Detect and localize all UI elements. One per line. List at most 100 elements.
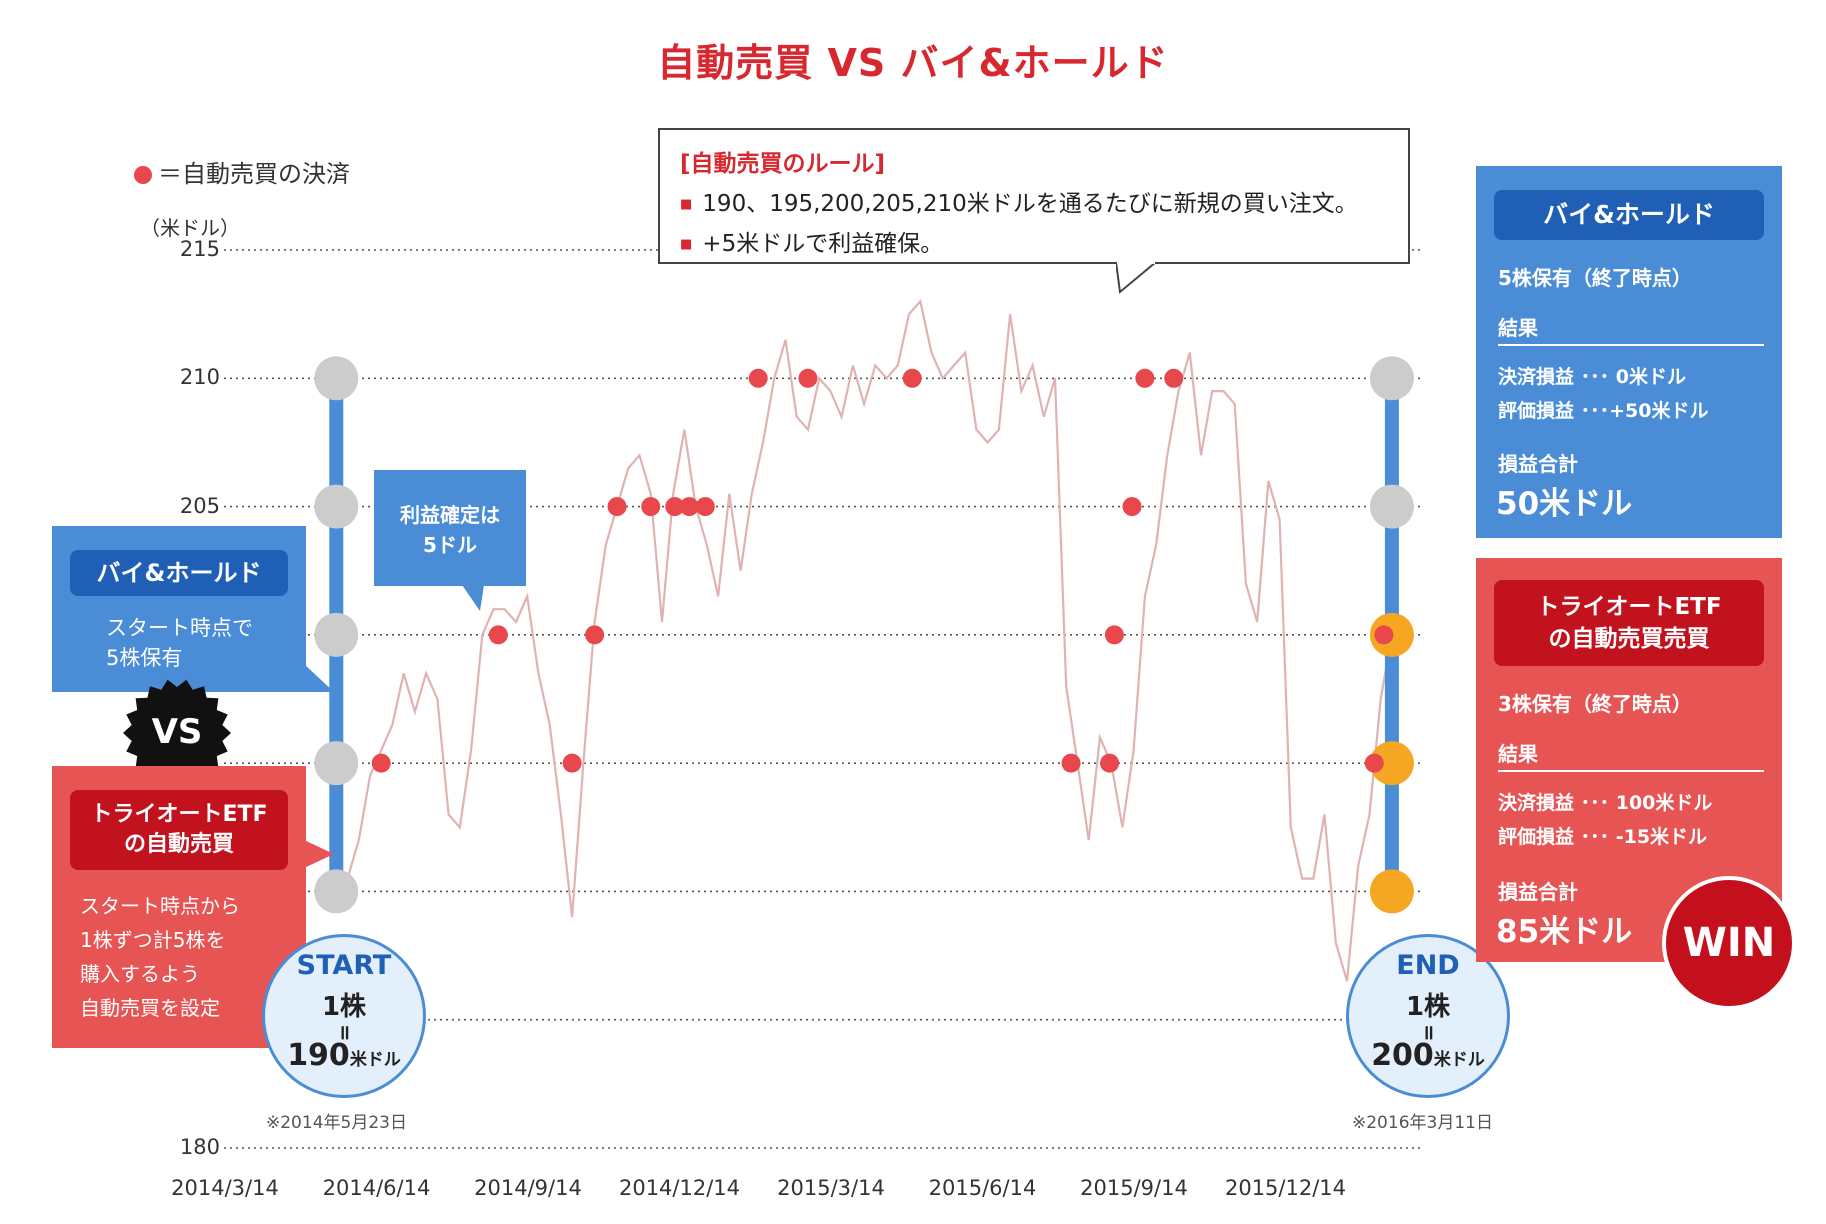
legend-dot-icon: [134, 166, 152, 184]
settlement-dot: [562, 753, 582, 773]
start-shares: 1株: [321, 992, 367, 1022]
auto-left-tail: [304, 840, 334, 868]
profit-callout-line: 利益確定は: [400, 503, 500, 527]
win-label: WIN: [1682, 920, 1776, 966]
start-date: ※2014年5月23日: [266, 1113, 407, 1133]
settlement-dot: [1164, 368, 1184, 388]
end-level-marker: [1369, 741, 1414, 786]
settlement-dot: [1100, 753, 1120, 773]
auto-right-result: 結果: [1498, 742, 1538, 766]
end-eq: ॥: [1422, 1020, 1434, 1044]
x-tick-label: 2014/9/14: [474, 1176, 582, 1200]
settlement-dot: [585, 625, 605, 645]
x-tick-label: 2015/9/14: [1080, 1176, 1188, 1200]
end-level-marker: [1369, 484, 1414, 529]
settlement-dot: [798, 368, 818, 388]
auto-right-badge-line: トライオートETF: [1536, 594, 1722, 620]
start-level-marker: [314, 869, 359, 914]
settlement-dot: [641, 497, 661, 517]
settlement-dot: [488, 625, 508, 645]
end-price: 200: [1371, 1038, 1434, 1073]
win-badge: [1662, 876, 1796, 1010]
buy-hold-right-divider: [1498, 344, 1764, 346]
end-level-marker: [1369, 869, 1414, 914]
start-circle: [262, 934, 426, 1098]
settlement-dot: [902, 368, 922, 388]
start-price-row: 190米ドル: [262, 1038, 426, 1073]
y-tick-label: 205: [179, 493, 220, 518]
x-tick-label: 2015/12/14: [1224, 1176, 1347, 1200]
y-tick-label: 180: [179, 1135, 220, 1159]
auto-left-badge-line: トライオートETF: [90, 802, 268, 827]
auto-left-text: スタート時点から: [80, 894, 240, 918]
settlement-dot: [1364, 753, 1384, 773]
x-tick-label: 2015/3/14: [777, 1176, 885, 1200]
start-level-marker: [314, 484, 359, 529]
end-date: ※2016年3月11日: [1352, 1113, 1493, 1133]
settlement-dot: [665, 497, 685, 517]
end-level-marker: [1369, 356, 1414, 401]
auto-left-text: 購入するよう: [80, 962, 200, 986]
end-shares: 1株: [1405, 992, 1451, 1022]
settlement-dot: [748, 368, 768, 388]
buy-hold-right-badge: バイ&ホールド: [1494, 190, 1764, 240]
profit-callout-line: 5ドル: [423, 533, 477, 557]
settlement-dot: [679, 497, 699, 517]
rule-box-tail: [1116, 262, 1158, 294]
settlement-dot: [1104, 625, 1124, 645]
start-label: START: [296, 950, 392, 981]
buy-hold-right-panel: バイ&ホールド 5株保有（終了時点） 結果 決済損益 ･･･ 0米ドル 評価損益…: [1476, 166, 1782, 538]
end-label: END: [1396, 950, 1460, 981]
auto-right-total: 85米ドル: [1496, 914, 1633, 950]
auto-right-badge-line: の自動売買売買: [1548, 626, 1710, 652]
x-tick-label: 2014/3/14: [171, 1176, 279, 1200]
buy-hold-left-text: 5株保有: [106, 646, 183, 670]
buy-hold-right-result: 結果: [1498, 316, 1538, 340]
auto-left-badge: トライオートETF の自動売買: [70, 790, 288, 870]
auto-left-text: 1株ずつ計5株を: [80, 928, 226, 952]
settlement-dot: [607, 497, 627, 517]
settlement-dot: [1122, 497, 1142, 517]
y-axis-unit: （米ドル）: [140, 216, 240, 240]
settlement-dot: [695, 497, 715, 517]
start-eq: ॥: [338, 1020, 350, 1044]
start-level-marker: [314, 356, 359, 401]
auto-right-holding: 3株保有（終了時点）: [1498, 692, 1692, 716]
buy-hold-left-tail: [304, 664, 334, 692]
auto-right-badge: トライオートETF の自動売買売買: [1494, 580, 1764, 666]
profit-callout-tail: [462, 585, 484, 611]
vs-label: VS: [151, 712, 203, 752]
rule-title: [自動売買のルール]: [680, 151, 886, 177]
end-price-row: 200米ドル: [1346, 1038, 1510, 1073]
auto-right-total-label: 損益合計: [1498, 880, 1578, 904]
buy-hold-right-settled: 決済損益 ･･･ 0米ドル: [1498, 366, 1686, 388]
settlement-dot: [1135, 368, 1155, 388]
auto-right-settled: 決済損益 ･･･ 100米ドル: [1498, 792, 1713, 814]
y-tick-label: 215: [179, 237, 220, 261]
auto-left-panel: トライオートETF の自動売買 スタート時点から 1株ずつ計5株を 購入するよう…: [52, 766, 306, 1048]
buy-hold-right-total: 50米ドル: [1496, 486, 1633, 522]
auto-left-badge-line: の自動売買: [123, 832, 234, 857]
price-series-line: [335, 298, 1393, 982]
auto-right-unrealized: 評価損益 ･･･ -15米ドル: [1498, 826, 1708, 848]
settlement-dot: [371, 753, 391, 773]
profit-callout: 利益確定は 5ドル: [374, 470, 526, 586]
start-unit: 米ドル: [349, 1050, 401, 1070]
buy-hold-left-badge: バイ&ホールド: [70, 550, 288, 596]
chart-title: 自動売買 VS バイ&ホールド: [657, 41, 1169, 85]
buy-hold-left-panel: バイ&ホールド スタート時点で 5株保有: [52, 526, 306, 692]
rule-item: +5米ドルで利益確保。: [680, 224, 1388, 258]
x-tick-label: 2015/6/14: [928, 1176, 1037, 1200]
start-price: 190: [287, 1038, 350, 1073]
end-unit: 米ドル: [1433, 1050, 1485, 1070]
x-tick-label: 2014/12/14: [618, 1176, 741, 1200]
rule-box: [自動売買のルール] 190、195,200,205,210米ドルを通るたびに新…: [658, 128, 1410, 264]
settlement-dot: [1061, 753, 1081, 773]
buy-hold-left-text: スタート時点で: [106, 616, 253, 640]
start-level-marker: [314, 741, 359, 786]
rule-item: 190、195,200,205,210米ドルを通るたびに新規の買い注文。: [680, 184, 1388, 218]
x-tick-label: 2014/6/14: [322, 1176, 431, 1200]
legend: ＝自動売買の決済: [134, 154, 350, 189]
vs-badge: [123, 679, 231, 787]
